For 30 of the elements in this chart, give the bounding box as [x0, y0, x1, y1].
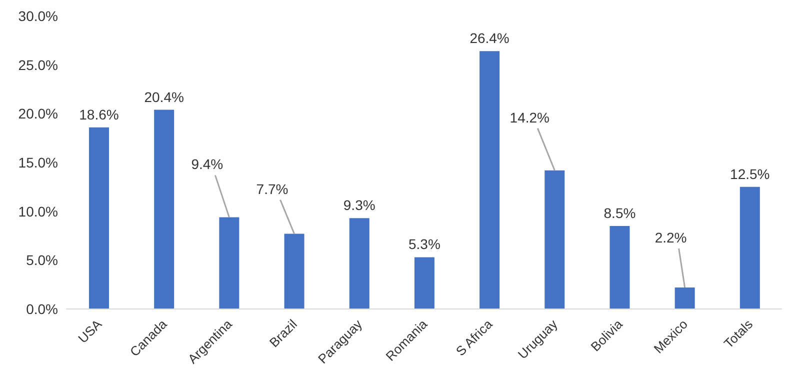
data-label: 20.4% [144, 88, 184, 105]
data-label: 18.6% [79, 106, 119, 122]
bar [740, 186, 760, 309]
y-tick-label: 10.0% [18, 203, 58, 220]
data-label: 26.4% [470, 30, 510, 46]
bar [480, 51, 500, 309]
data-label: 8.5% [604, 204, 636, 221]
y-tick-label: 0.0% [26, 300, 58, 317]
bar [674, 288, 695, 309]
bar [89, 127, 109, 309]
data-label: 5.3% [408, 236, 440, 252]
y-tick-label: 20.0% [18, 106, 58, 122]
data-label: 14.2% [510, 109, 550, 126]
bar [414, 257, 434, 309]
bar [349, 218, 370, 309]
bar [610, 226, 630, 309]
data-label: 12.5% [730, 166, 770, 182]
bar [219, 217, 240, 309]
y-tick-label: 25.0% [18, 56, 58, 73]
data-label: 2.2% [654, 230, 687, 246]
data-label: 9.4% [191, 156, 224, 172]
y-tick-label: 5.0% [26, 252, 58, 268]
data-label: 7.7% [256, 180, 288, 197]
bar [154, 110, 174, 309]
y-tick-label: 15.0% [18, 154, 58, 170]
bar [544, 170, 565, 309]
y-tick-label: 30.0% [18, 8, 58, 24]
bar [284, 234, 304, 309]
x-tick-label: USA [75, 316, 105, 346]
data-label: 9.3% [343, 197, 376, 214]
